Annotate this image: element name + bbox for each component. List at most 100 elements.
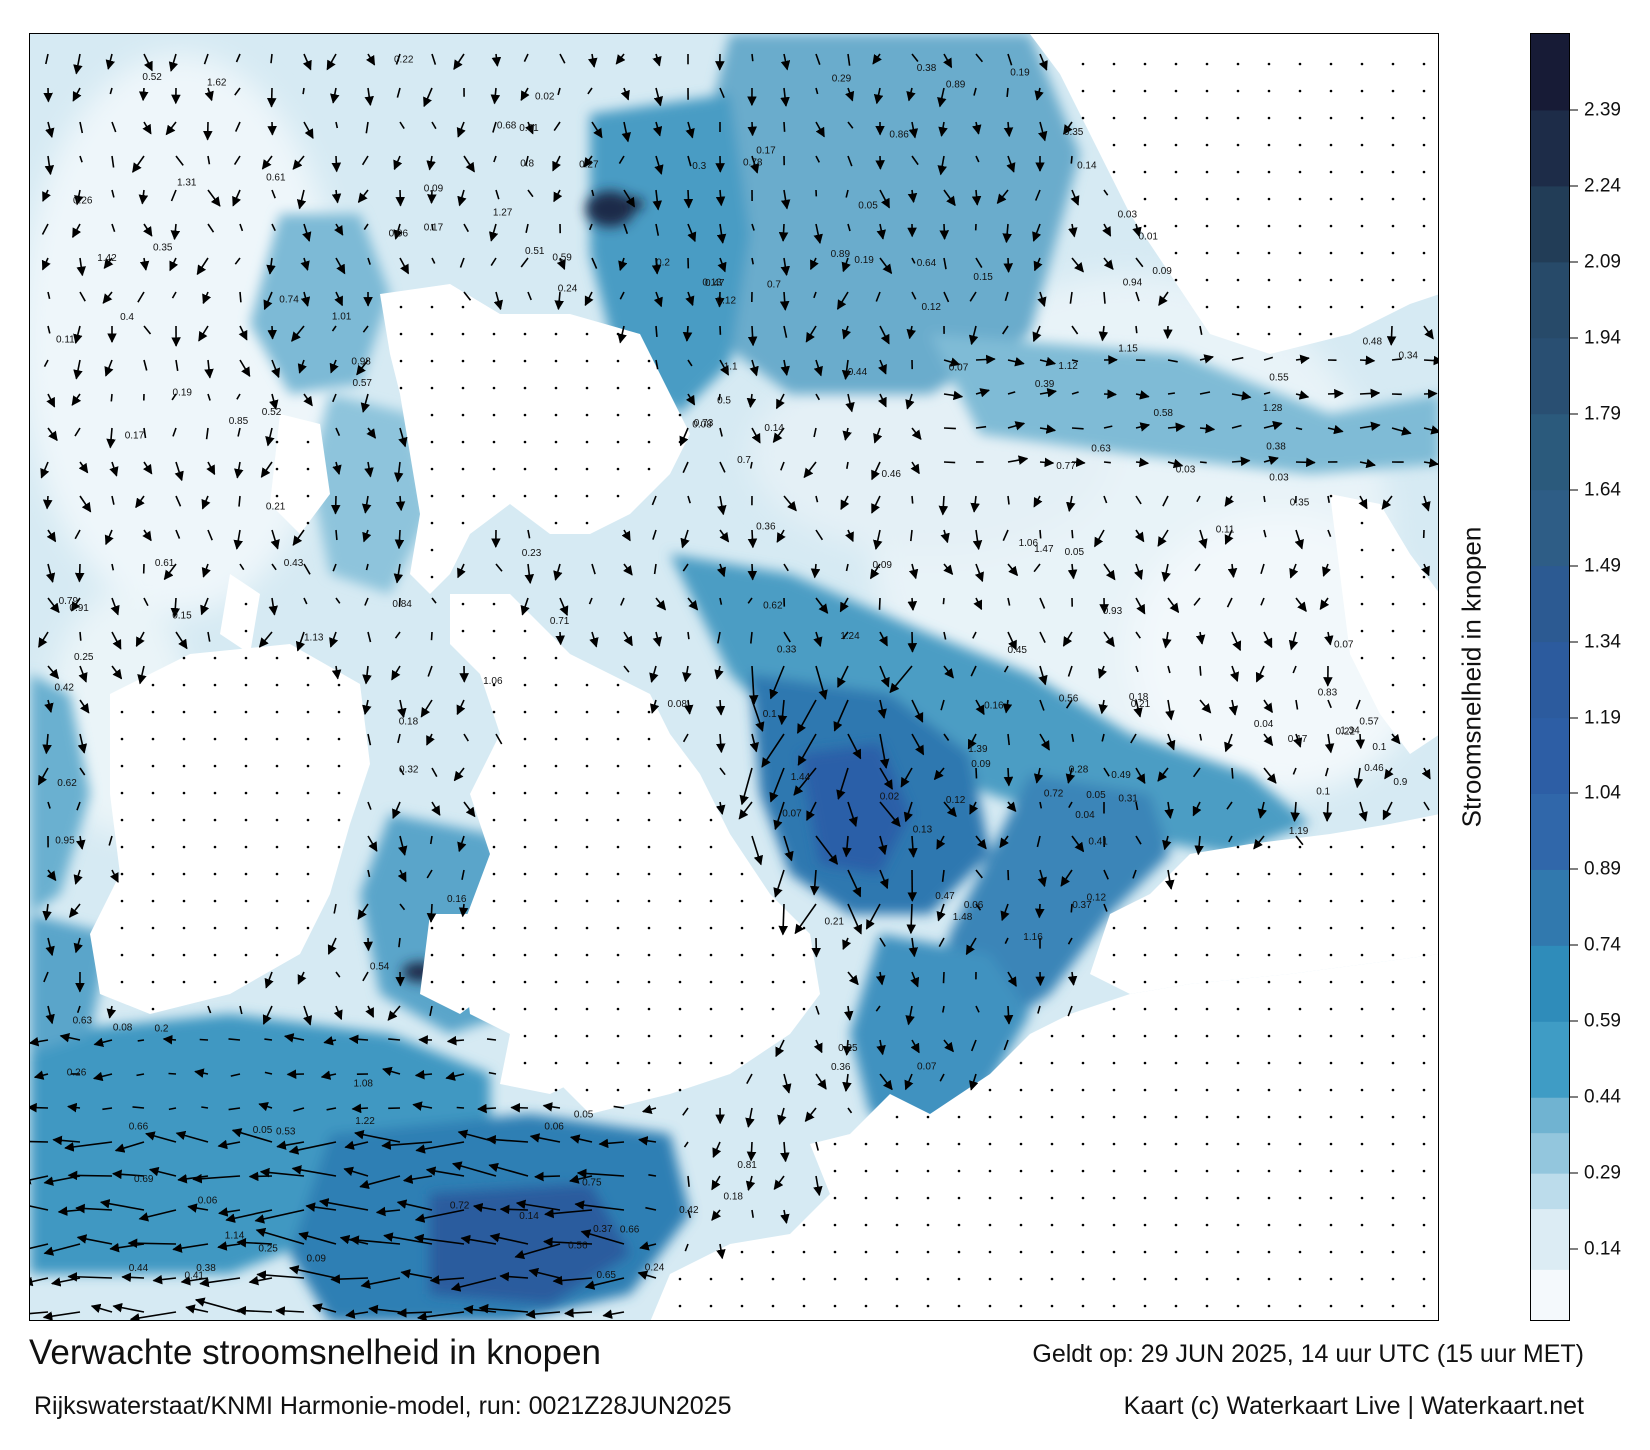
current-arrow [47,325,51,334]
land-grid-dot [1205,899,1209,903]
land-grid-dot [182,845,186,849]
current-arrow [1359,355,1376,366]
current-arrow [1135,457,1150,468]
current-arrow [335,529,338,541]
land-grid-dot [585,359,589,363]
speed-label: 0.05 [1065,547,1085,558]
speed-label: 0.05 [1086,790,1106,801]
land-grid-dot [616,1088,620,1092]
land-grid-dot [1019,1250,1023,1254]
colorbar-tick-label: 0.29 [1584,1162,1621,1184]
current-arrow [879,937,886,947]
current-arrow [1098,325,1109,342]
land-grid-dot [1422,1223,1426,1227]
current-arrow [172,427,177,437]
current-arrow [348,1034,369,1045]
land-grid-dot [120,818,124,822]
colorbar [1530,33,1570,1321]
land-grid-dot [213,845,217,849]
land-grid-dot [1329,62,1333,66]
land-grid-dot [585,818,589,822]
land-grid-dot [1236,1007,1240,1011]
current-arrow [1037,1005,1041,1014]
speed-label: 0.52 [142,72,162,83]
land-grid-dot [1205,251,1209,255]
colorbar-tick-mark [1570,337,1578,339]
speed-label: 1.13 [304,633,324,644]
current-arrow [623,189,636,208]
current-arrow [266,257,276,275]
land-grid-dot [1267,1277,1271,1281]
land-grid-dot [1143,197,1147,201]
current-arrow [943,189,956,207]
current-arrow [194,1297,241,1313]
current-arrow [43,1243,81,1256]
land-grid-dot [275,791,279,795]
current-arrow [477,1103,497,1114]
current-arrow [717,257,727,273]
current-arrow [44,155,55,176]
current-arrow [1263,733,1274,747]
current-arrow [365,1005,375,1018]
land-grid-dot [1360,629,1364,633]
current-arrow [1007,597,1011,606]
current-arrow [138,87,149,102]
current-arrow [587,87,593,95]
current-arrow [1006,155,1016,173]
land-grid-dot [1422,62,1426,66]
land-grid-dot [306,494,310,498]
speed-label: 0.57 [353,378,373,389]
land-grid-dot [1112,926,1116,930]
land-grid-dot [1298,1142,1302,1146]
current-arrow [580,1229,625,1245]
current-arrow [79,291,86,302]
current-arrow [749,359,759,377]
current-arrow [318,1198,369,1211]
land-grid-dot [554,1034,558,1038]
current-arrow [809,869,820,896]
current-arrow [1327,388,1344,399]
land-grid-dot [151,737,155,741]
current-arrow [815,155,821,163]
land-grid-dot [554,413,558,417]
current-arrow [937,155,947,176]
current-arrow [300,291,311,307]
colorbar-tick: 1.34 [1570,632,1621,651]
current-arrow [349,1235,401,1245]
land-grid-dot [833,1277,837,1281]
current-arrow [842,427,852,441]
current-arrow [943,631,947,640]
land-grid-dot [1422,1250,1426,1254]
current-arrow [878,631,888,647]
current-arrow [1130,733,1137,744]
current-arrow [943,357,961,367]
land-grid-dot [182,953,186,957]
current-arrow [943,390,964,401]
land-grid-dot [1391,1196,1395,1200]
current-arrow [1295,699,1299,710]
speed-label: 0.29 [832,73,852,84]
current-arrow [968,325,979,346]
current-arrow [1103,425,1113,429]
current-arrow [194,1068,209,1078]
current-arrow [332,393,337,403]
current-arrow [973,597,983,611]
land-grid-dot [1081,1250,1085,1254]
land-grid-dot [1205,1223,1209,1227]
colorbar-tick-label: 1.79 [1584,403,1621,425]
land-grid-dot [1112,1061,1116,1065]
land-grid-dot [1236,1142,1240,1146]
land-grid-dot [1143,1007,1147,1011]
current-arrow [207,393,211,401]
current-arrow [685,291,695,307]
land-grid-dot [461,521,465,525]
current-arrow [46,529,57,543]
current-arrow [975,155,980,163]
current-arrow [1135,835,1142,845]
land-grid-dot [771,953,775,957]
current-arrow [330,495,341,515]
land-grid-dot [399,386,403,390]
current-arrow [904,1073,914,1091]
current-arrow [420,699,433,718]
current-arrow [903,801,913,823]
